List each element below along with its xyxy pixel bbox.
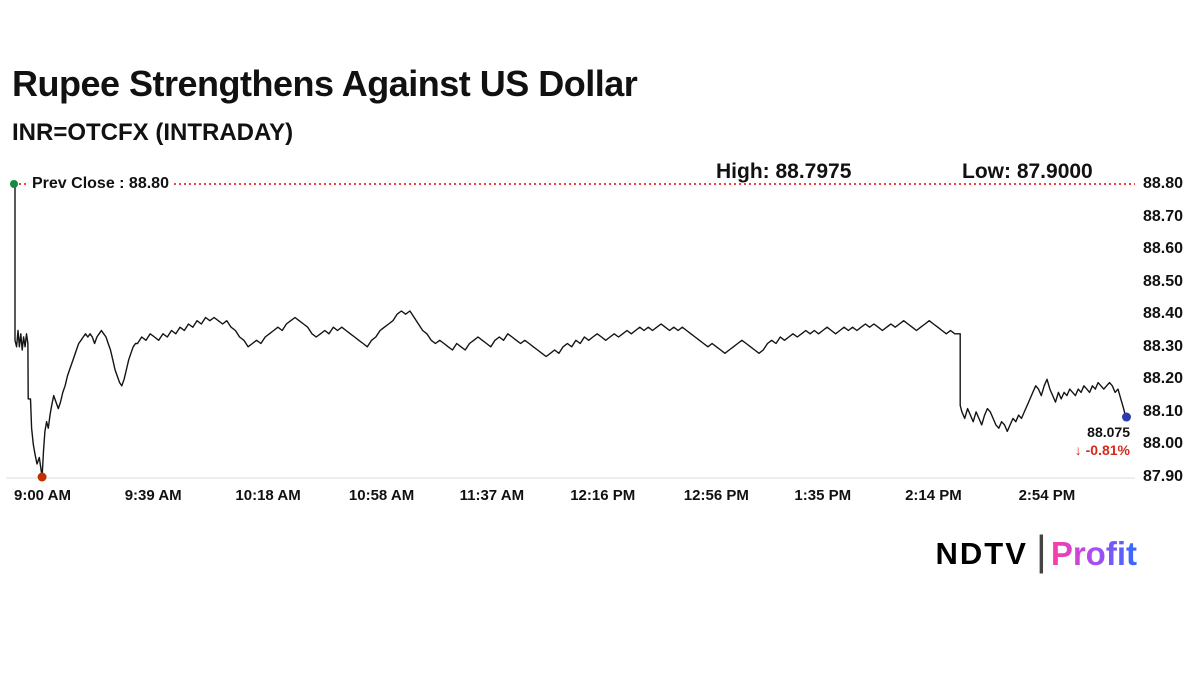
x-axis-label: 1:35 PM xyxy=(794,487,852,504)
logo-separator: | xyxy=(1035,527,1047,574)
last-price-marker xyxy=(1121,412,1131,422)
y-axis-label: 88.20 xyxy=(1143,370,1184,388)
prev-close-marker xyxy=(10,180,18,188)
price-line xyxy=(13,183,1128,478)
x-axis-label: 10:18 AM xyxy=(235,487,301,504)
profit-logo-text: Profit xyxy=(1050,535,1137,572)
x-axis-label: 11:37 AM xyxy=(459,487,525,504)
high-value-label: High: 88.7975 xyxy=(716,160,852,183)
last-price-label: 88.075 xyxy=(1087,424,1130,440)
ndtv-profit-logo: NDTV | Profit xyxy=(935,527,1137,578)
x-axis-label: 9:00 AM xyxy=(14,487,71,504)
y-axis-label: 88.30 xyxy=(1143,337,1184,355)
x-axis-label: 12:56 PM xyxy=(683,487,749,504)
y-axis-label: 87.90 xyxy=(1143,468,1184,485)
chart-subtitle: INR=OTCFX (INTRADAY) xyxy=(12,119,294,146)
ndtv-logo-text: NDTV xyxy=(935,536,1028,571)
y-axis-label: 88.70 xyxy=(1143,207,1184,225)
y-axis-label: 88.00 xyxy=(1143,435,1184,453)
x-axis-label: 12:16 PM xyxy=(570,487,636,504)
x-axis-label: 2:54 PM xyxy=(1018,487,1076,504)
chart-title: Rupee Strengthens Against US Dollar xyxy=(12,63,638,104)
low-value-label: Low: 87.9000 xyxy=(962,160,1093,183)
price-change-label: ↓ -0.81% xyxy=(1074,442,1130,458)
x-axis-label: 9:39 AM xyxy=(124,487,182,504)
y-axis-label: 88.80 xyxy=(1143,175,1184,192)
y-axis-label: 88.60 xyxy=(1143,240,1184,258)
prev-close-label: Prev Close : 88.80 xyxy=(27,175,174,193)
x-axis-label: 10:58 AM xyxy=(348,487,415,504)
y-axis-label: 88.40 xyxy=(1143,305,1184,323)
y-axis-label: 88.50 xyxy=(1143,272,1184,290)
x-axis-label: 2:14 PM xyxy=(905,487,962,504)
low-marker xyxy=(37,472,47,482)
y-axis-label: 88.10 xyxy=(1143,402,1184,420)
